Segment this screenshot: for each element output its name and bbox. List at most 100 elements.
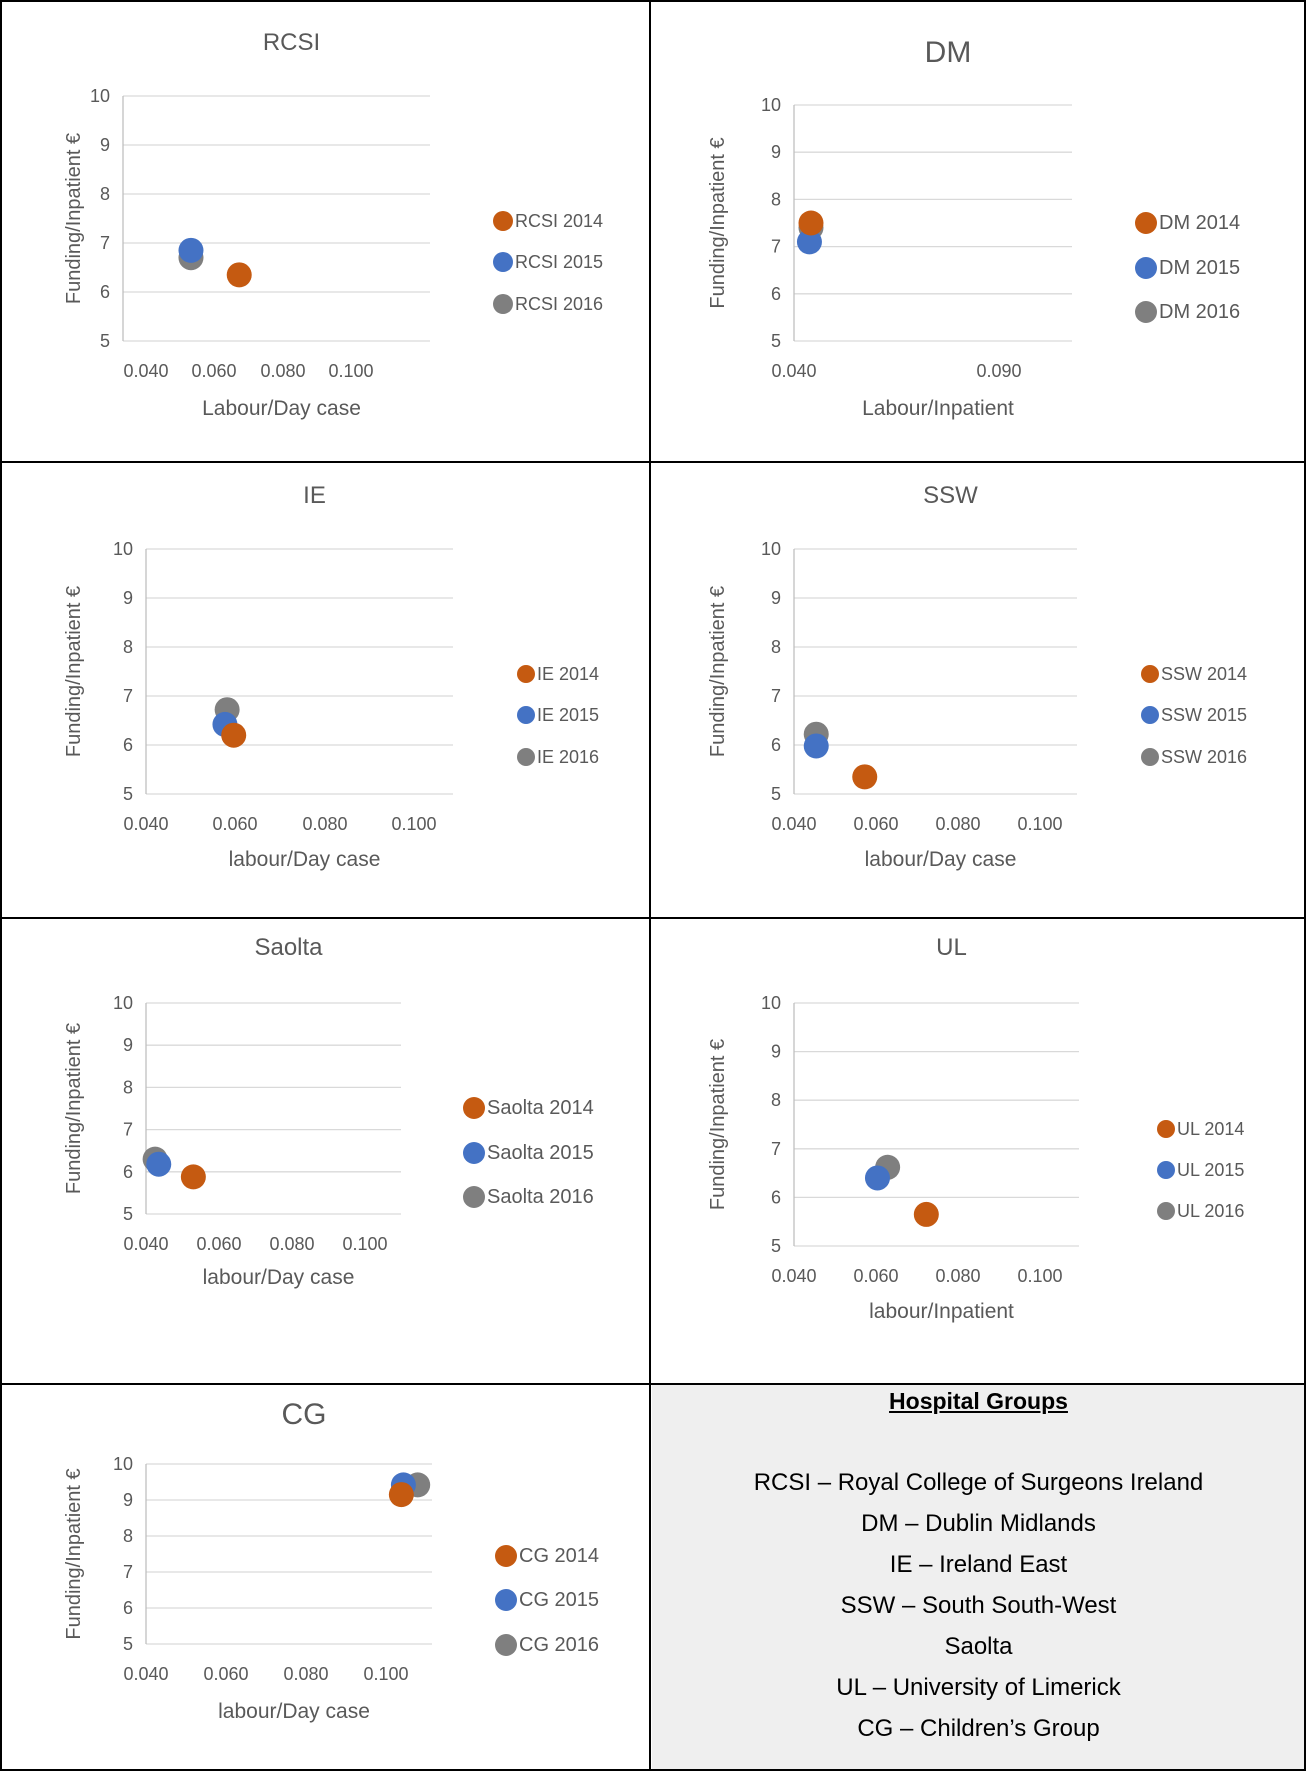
x-tick-label: 0.080 [260,361,305,381]
y-tick-label: 5 [123,1204,133,1224]
chart-title: DM [925,36,972,69]
y-tick-label: 5 [771,331,781,351]
data-point [798,210,824,236]
y-axis-label: Funding/Inpatient € [63,1023,85,1194]
y-tick-label: 8 [123,637,133,657]
x-tick-label: 0.100 [363,1664,408,1684]
x-tick-label: 0.060 [212,814,257,834]
chart-title: SSW [923,482,978,509]
y-axis-label: Funding/Inpatient € [707,586,729,757]
table-border-middle [649,0,651,1771]
chart-ie: 5 6 7 8 9 10 0.040 0.060 0.080 0.100 IE labour/Day … [63,482,599,871]
legend-marker [493,211,513,231]
y-tick-label: 10 [761,95,781,115]
legend-label: Saolta 2014 [487,1097,594,1119]
legend-label: DM 2016 [1159,301,1240,323]
chart-ul: 5 6 7 8 9 10 0.040 0.060 0.080 0.100 UL labour/Inpa… [707,934,1244,1323]
legend-marker [1135,212,1157,234]
legend-label: RCSI 2016 [515,294,603,314]
legend-marker [1157,1161,1175,1179]
hospital-group-item: RCSI – Royal College of Surgeons Ireland [753,1469,1204,1496]
y-tick-label: 6 [771,284,781,304]
x-tick-label: 0.100 [391,814,436,834]
y-tick-label: 6 [771,1187,781,1207]
y-tick-label: 9 [771,142,781,162]
y-axis-label: Funding/Inpatient € [63,586,85,757]
legend-label: UL 2014 [1177,1119,1244,1139]
x-tick-label: 0.100 [1017,814,1062,834]
legend-label: CG 2015 [519,1589,599,1611]
y-tick-label: 9 [123,1490,133,1510]
x-tick-label: 0.090 [976,361,1021,381]
hospital-group-item: UL – University of Limerick [836,1674,1121,1701]
data-point [226,262,252,288]
hospital-group-item: Saolta [944,1633,1013,1660]
x-tick-label: 0.040 [123,814,168,834]
legend-marker [1157,1120,1175,1138]
y-tick-label: 8 [771,189,781,209]
y-tick-label: 7 [123,1120,133,1140]
legend-marker [495,1545,517,1567]
legend-marker [463,1186,485,1208]
hospital-groups-title: Hospital Groups [889,1388,1068,1414]
x-tick-label: 0.040 [771,814,816,834]
y-tick-label: 7 [123,686,133,706]
y-tick-label: 7 [771,237,781,257]
data-point [146,1151,172,1177]
legend-label: DM 2014 [1159,212,1240,234]
y-tick-label: 6 [123,735,133,755]
y-tick-label: 5 [100,331,110,351]
y-axis-label: Funding/Inpatient € [707,1039,729,1210]
data-point [180,1164,206,1190]
x-axis-label: labour/Day case [229,848,381,871]
x-axis-label: labour/Inpatient [869,1300,1014,1323]
legend-label: Saolta 2016 [487,1186,594,1208]
x-tick-label: 0.060 [196,1234,241,1254]
y-tick-label: 8 [771,637,781,657]
x-axis-label: labour/Day case [865,848,1017,871]
x-tick-label: 0.040 [771,361,816,381]
chart-title: RCSI [263,29,320,56]
legend-label: SSW 2016 [1161,747,1247,767]
x-tick-label: 0.060 [853,1266,898,1286]
legend-label: SSW 2015 [1161,705,1247,725]
data-point [852,764,878,790]
x-tick-label: 0.060 [203,1664,248,1684]
chart-title: IE [303,482,326,509]
legend-marker [1135,257,1157,279]
y-tick-label: 7 [123,1562,133,1582]
x-axis-label: labour/Day case [218,1700,370,1723]
legend-marker [495,1634,517,1656]
y-tick-label: 9 [123,1035,133,1055]
y-tick-label: 10 [90,86,110,106]
legend-label: SSW 2014 [1161,664,1247,684]
y-tick-label: 8 [123,1077,133,1097]
chart-title: CG [282,1398,327,1431]
x-tick-label: 0.080 [935,1266,980,1286]
legend-label: RCSI 2014 [515,211,603,231]
legend-marker [517,706,535,724]
y-axis-label: Funding/Inpatient € [63,133,85,304]
legend-marker [495,1589,517,1611]
chart-ssw: 5 6 7 8 9 10 0.040 0.060 0.080 0.100 SSW labour/Day… [707,482,1247,871]
y-tick-label: 6 [771,735,781,755]
legend-marker [1141,748,1159,766]
y-tick-label: 10 [113,1454,133,1474]
legend-label: CG 2014 [519,1545,599,1567]
x-tick-label: 0.080 [269,1234,314,1254]
hospital-groups-list: RCSI – Royal College of Surgeons Ireland… [652,1462,1305,1749]
hospital-group-item: DM – Dublin Midlands [861,1510,1096,1537]
x-tick-label: 0.040 [123,1234,168,1254]
y-tick-label: 8 [771,1090,781,1110]
legend-label: IE 2014 [537,664,599,684]
legend-marker [493,294,513,314]
x-tick-label: 0.080 [302,814,347,834]
x-axis-label: Labour/Inpatient [862,397,1014,420]
legend-label: RCSI 2015 [515,252,603,272]
table-row-divider [0,461,1306,463]
legend-label: UL 2015 [1177,1160,1244,1180]
x-tick-label: 0.040 [123,1664,168,1684]
y-tick-label: 6 [123,1598,133,1618]
x-axis-label: labour/Day case [203,1266,355,1289]
y-tick-label: 9 [771,1042,781,1062]
